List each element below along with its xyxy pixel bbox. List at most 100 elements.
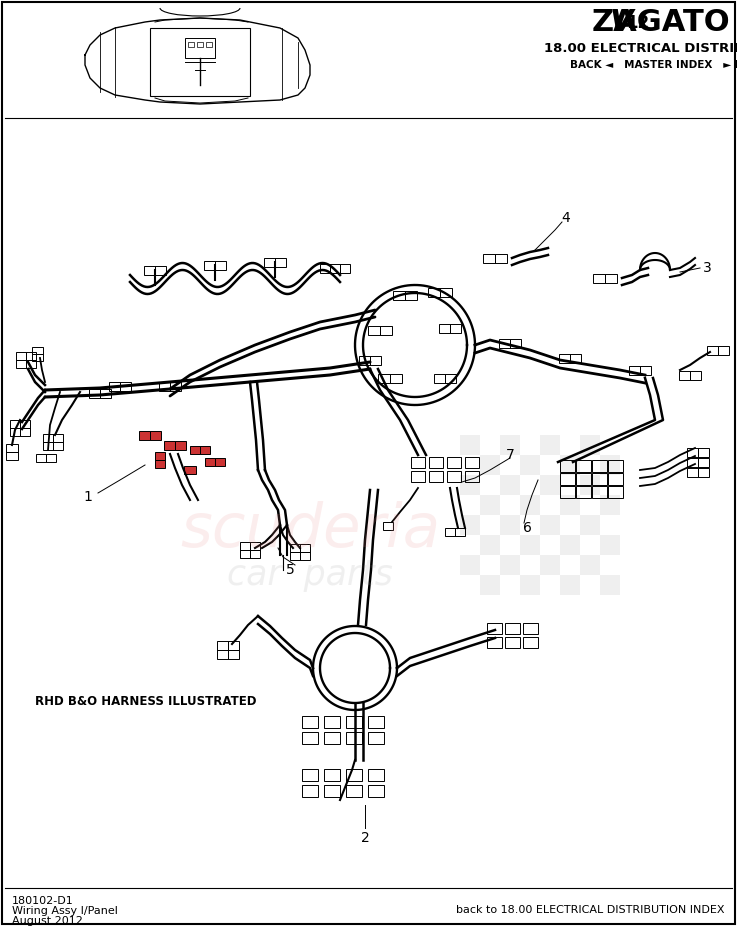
Bar	[290, 552, 300, 560]
Bar	[500, 475, 520, 495]
Bar	[250, 542, 260, 550]
Text: 3: 3	[702, 261, 711, 275]
Bar	[608, 486, 623, 498]
Bar	[159, 382, 170, 391]
Bar	[215, 260, 226, 269]
Bar	[480, 455, 500, 475]
Bar	[290, 544, 300, 552]
Bar	[228, 650, 239, 659]
Bar	[679, 370, 690, 380]
Bar	[447, 457, 461, 468]
Bar	[346, 769, 362, 781]
Bar	[523, 622, 539, 633]
Bar	[390, 373, 402, 382]
Bar	[6, 452, 18, 460]
Bar	[324, 732, 340, 744]
Text: 6: 6	[523, 521, 531, 535]
Bar	[593, 273, 605, 282]
Bar	[250, 550, 260, 558]
Bar	[411, 470, 425, 482]
Text: BACK ◄   MASTER INDEX   ► NEXT: BACK ◄ MASTER INDEX ► NEXT	[570, 60, 737, 70]
Bar	[483, 254, 495, 262]
Bar	[340, 264, 350, 272]
Text: back to 18.00 ELECTRICAL DISTRIBUTION INDEX: back to 18.00 ELECTRICAL DISTRIBUTION IN…	[456, 905, 725, 915]
Text: scuderia: scuderia	[180, 500, 440, 559]
Bar	[378, 373, 390, 382]
Bar	[411, 457, 425, 468]
Bar	[520, 575, 540, 595]
Bar	[368, 716, 384, 728]
Bar	[576, 473, 591, 485]
Bar	[608, 460, 623, 472]
Bar	[580, 435, 600, 455]
Bar	[580, 475, 600, 495]
Bar	[429, 470, 443, 482]
Bar	[592, 486, 607, 498]
Bar	[100, 389, 111, 397]
Bar	[506, 622, 520, 633]
Bar	[302, 785, 318, 797]
Bar	[698, 468, 709, 477]
Bar	[6, 444, 18, 452]
Bar	[576, 486, 591, 498]
Bar	[523, 636, 539, 647]
Text: 7: 7	[506, 448, 514, 462]
Bar	[393, 291, 405, 299]
Bar	[499, 339, 510, 347]
Bar	[570, 354, 581, 362]
Bar	[20, 428, 30, 436]
Bar	[540, 555, 560, 575]
Bar	[605, 273, 617, 282]
Bar	[405, 291, 417, 299]
Bar	[455, 528, 465, 536]
Bar	[560, 486, 575, 498]
Bar	[560, 460, 575, 472]
Bar	[480, 535, 500, 555]
Bar	[302, 769, 318, 781]
Bar	[26, 360, 36, 368]
Bar	[450, 323, 461, 332]
Bar	[139, 431, 150, 440]
Bar	[10, 428, 20, 436]
Bar	[560, 455, 580, 475]
Bar	[346, 716, 362, 728]
Bar	[32, 354, 43, 361]
Bar	[16, 352, 26, 360]
Bar	[346, 732, 362, 744]
Bar	[217, 641, 228, 650]
Text: August 2012: August 2012	[12, 916, 83, 926]
Bar	[440, 287, 452, 296]
Bar	[690, 370, 701, 380]
Bar	[560, 535, 580, 555]
Bar	[264, 257, 275, 267]
Bar	[460, 555, 480, 575]
Bar	[300, 544, 310, 552]
Text: 180102-D1: 180102-D1	[12, 896, 74, 906]
Bar	[500, 555, 520, 575]
Bar	[197, 42, 203, 47]
Bar	[324, 716, 340, 728]
Bar	[46, 454, 56, 462]
Text: ZAGATO: ZAGATO	[591, 8, 730, 37]
Bar	[155, 452, 165, 460]
Bar	[495, 254, 507, 262]
Bar	[629, 366, 640, 374]
Bar	[217, 650, 228, 659]
Bar	[540, 435, 560, 455]
Bar	[428, 287, 440, 296]
Bar	[707, 345, 718, 355]
Bar	[380, 326, 392, 334]
Bar	[560, 575, 580, 595]
Bar	[560, 473, 575, 485]
Bar	[560, 495, 580, 515]
Bar	[300, 552, 310, 560]
Bar	[150, 28, 250, 96]
Bar	[487, 636, 503, 647]
Bar	[580, 515, 600, 535]
Bar	[215, 458, 225, 466]
Bar	[460, 515, 480, 535]
Bar	[302, 716, 318, 728]
Bar	[540, 475, 560, 495]
Bar	[600, 575, 620, 595]
Bar	[346, 785, 362, 797]
